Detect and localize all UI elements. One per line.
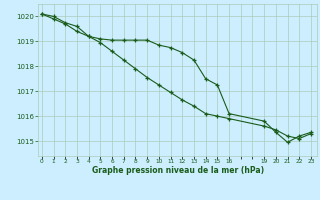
X-axis label: Graphe pression niveau de la mer (hPa): Graphe pression niveau de la mer (hPa)	[92, 166, 264, 175]
